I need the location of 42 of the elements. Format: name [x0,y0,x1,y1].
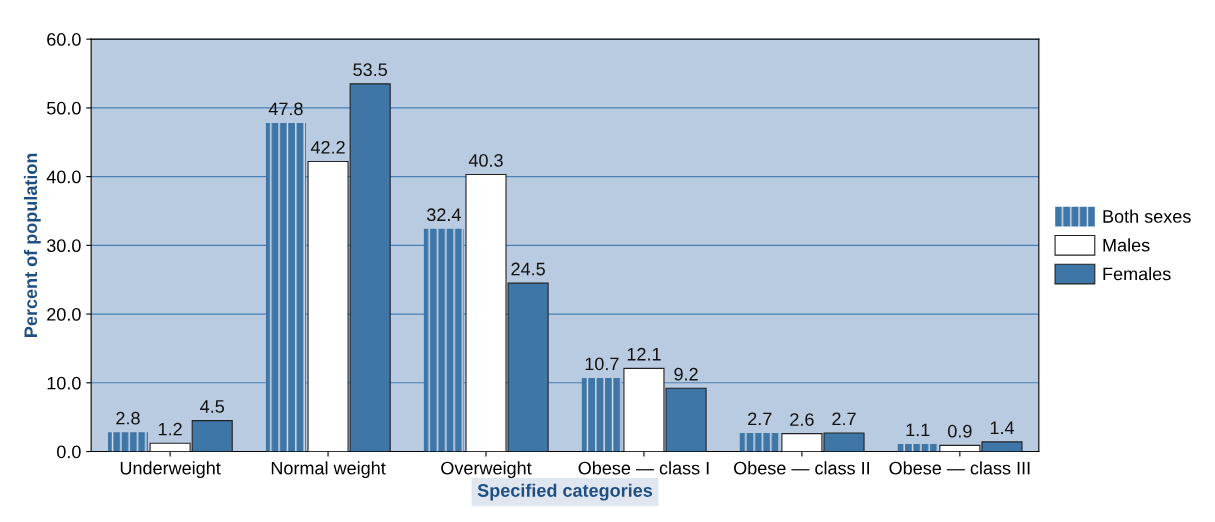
data-label: 40.3 [468,154,503,167]
y-tick-label: 0.0 [57,445,81,459]
y-tick-label: 60.0 [47,33,81,46]
bar [107,432,148,452]
data-label: 2.7 [748,412,772,426]
data-label: 0.9 [948,424,972,438]
data-label: 12.1 [627,347,661,361]
data-label: 42.2 [310,140,345,154]
y-axis-title: Percent of population [23,153,41,337]
x-tick-label: Obese — class I [578,461,709,475]
bar [423,228,464,452]
y-tick-label: 30.0 [46,239,81,253]
data-label: 1.4 [990,421,1014,434]
data-label: 2.8 [116,411,140,425]
bar [897,443,938,452]
x-axis-title: Specified categories [477,483,653,501]
data-label: 1.2 [158,422,182,436]
data-label: 1.1 [906,423,930,437]
legend-label: Females [1103,267,1171,281]
y-tick-label: 10.0 [47,376,81,390]
bar [265,123,306,452]
y-tick-label: 40.0 [46,170,81,184]
x-tick-label: Obese — class III [889,461,1030,475]
data-label: 53.5 [353,63,387,77]
data-label: 2.7 [832,412,856,426]
x-tick-label: Normal weight [271,461,386,479]
data-label: 47.8 [268,102,303,116]
legend-label: Males [1103,238,1150,252]
x-tick-label: Obese — class II [734,461,869,475]
data-label: 32.4 [427,208,461,222]
data-label: 24.5 [511,262,545,276]
data-label: 4.5 [200,400,225,413]
bar [739,432,780,452]
data-label: 10.7 [585,357,619,371]
y-tick-label: 50.0 [46,101,81,115]
y-tick-label: 20.0 [47,308,81,321]
bar [581,377,622,452]
legend-label: Both sexes [1103,209,1191,223]
data-label: 9.2 [674,367,698,381]
x-tick-label: Underweight [120,461,221,479]
data-label: 2.6 [790,413,814,426]
x-tick-label: Overweight [441,461,532,479]
